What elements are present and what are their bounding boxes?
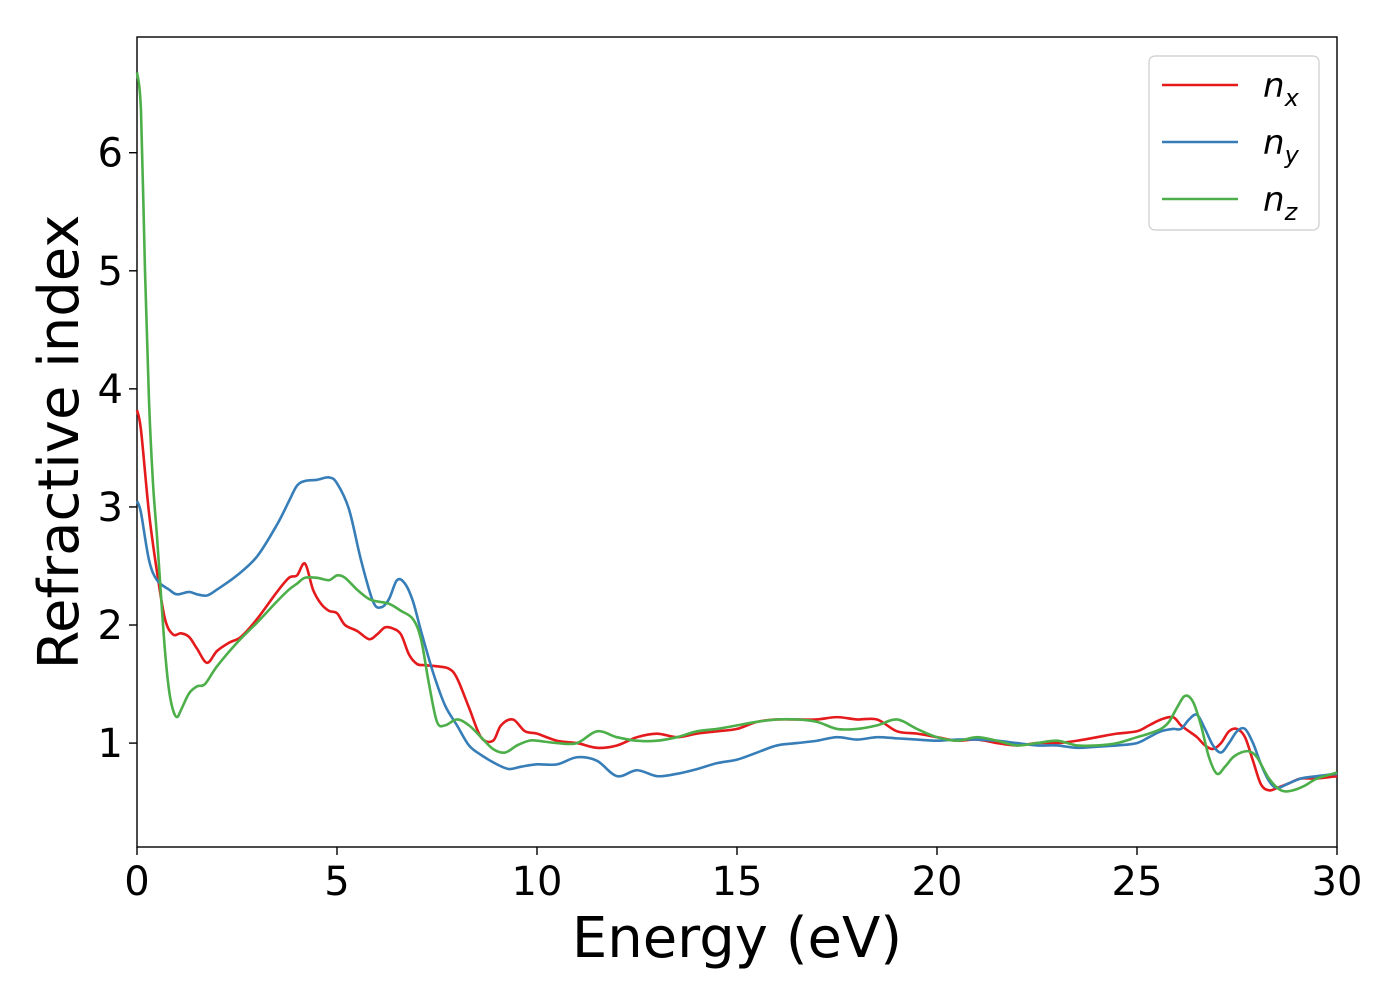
y-tick-label: 6 <box>98 131 123 177</box>
x-tick-label: 0 <box>124 859 149 905</box>
series-layer <box>135 72 1338 793</box>
legend-label-x: nx <box>1263 66 1300 112</box>
y-tick-label: 5 <box>98 249 123 295</box>
x-tick-label: 15 <box>712 859 763 905</box>
x-axis-label: Energy (eV) <box>572 906 902 971</box>
series-line-y <box>135 476 1338 790</box>
x-tick-label: 30 <box>1312 859 1363 905</box>
legend-label-z: nz <box>1263 180 1299 226</box>
series-line-z <box>135 72 1338 793</box>
y-tick-label: 1 <box>98 721 123 767</box>
legend: nx ny nz <box>1148 55 1320 231</box>
series-line-x <box>135 409 1338 792</box>
x-tick-label: 20 <box>912 859 963 905</box>
y-axis-ticks: 1 2 3 4 5 6 <box>98 131 137 767</box>
y-tick-label: 3 <box>98 485 123 531</box>
x-axis-ticks: 0 5 10 15 20 25 30 <box>124 847 1362 905</box>
legend-label-y: ny <box>1263 123 1300 169</box>
x-tick-label: 25 <box>1112 859 1163 905</box>
y-tick-label: 4 <box>98 367 123 413</box>
legend-items: nx ny nz <box>1162 66 1300 226</box>
y-axis-label: Refractive index <box>27 215 92 670</box>
x-tick-label: 10 <box>512 859 563 905</box>
x-tick-label: 5 <box>324 859 349 905</box>
y-tick-label: 2 <box>98 603 123 649</box>
